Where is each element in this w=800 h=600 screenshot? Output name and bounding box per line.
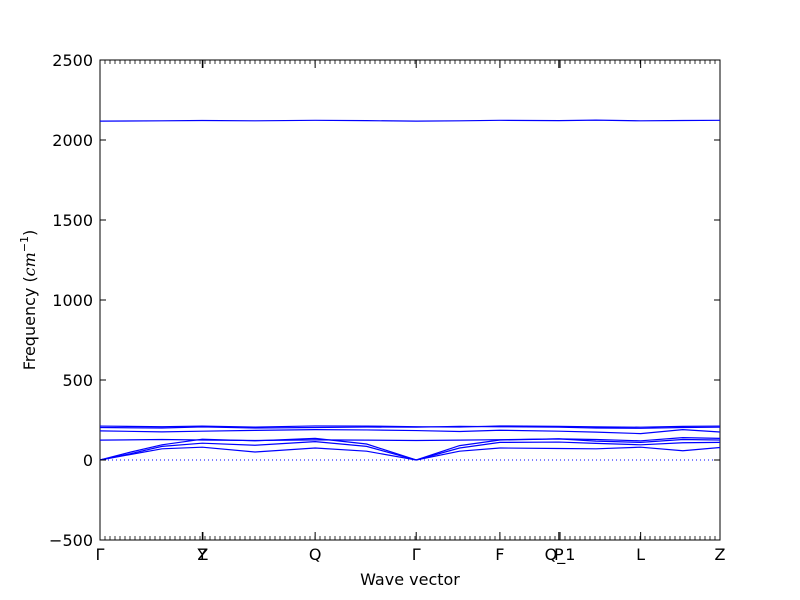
y-axis-label-exp: −1 xyxy=(18,236,31,252)
x-tick-label: L xyxy=(636,545,645,564)
y-tick-label: 1500 xyxy=(52,211,93,230)
band-line-5 xyxy=(99,436,721,442)
band-line-4 xyxy=(99,428,721,435)
band-line-7 xyxy=(99,440,721,461)
y-tick-label: 2500 xyxy=(52,51,93,70)
x-tick-label: Γ xyxy=(412,545,421,564)
x-tick-label: P xyxy=(554,545,564,564)
x-tick-label: Z xyxy=(197,545,208,564)
y-tick-label: 0 xyxy=(83,451,93,470)
y-tick-label: −500 xyxy=(49,531,93,550)
plot-frame xyxy=(99,59,721,541)
y-tick-label: 1000 xyxy=(52,291,93,310)
y-axis-label-text: Frequency ( xyxy=(20,276,39,370)
y-tick-label: 2000 xyxy=(52,131,93,150)
y-axis-label-unit: cm xyxy=(20,252,39,276)
y-axis-label: Frequency (cm−1) xyxy=(18,230,39,371)
x-tick-label: Q xyxy=(309,545,322,564)
band-line-3 xyxy=(99,425,721,429)
y-tick-label: 500 xyxy=(62,371,93,390)
band-line-1 xyxy=(99,119,721,122)
band-line-8 xyxy=(99,446,721,461)
x-tick-label: F xyxy=(495,545,504,564)
x-tick-label: Q_1 xyxy=(545,545,576,565)
x-tick-label: Y xyxy=(196,545,207,564)
y-axis-label-close: ) xyxy=(20,230,39,236)
band-line-6 xyxy=(99,437,721,461)
x-axis-label: Wave vector xyxy=(360,570,460,589)
x-tick-label: Γ xyxy=(96,545,105,564)
x-tick-label: Z xyxy=(715,545,726,564)
